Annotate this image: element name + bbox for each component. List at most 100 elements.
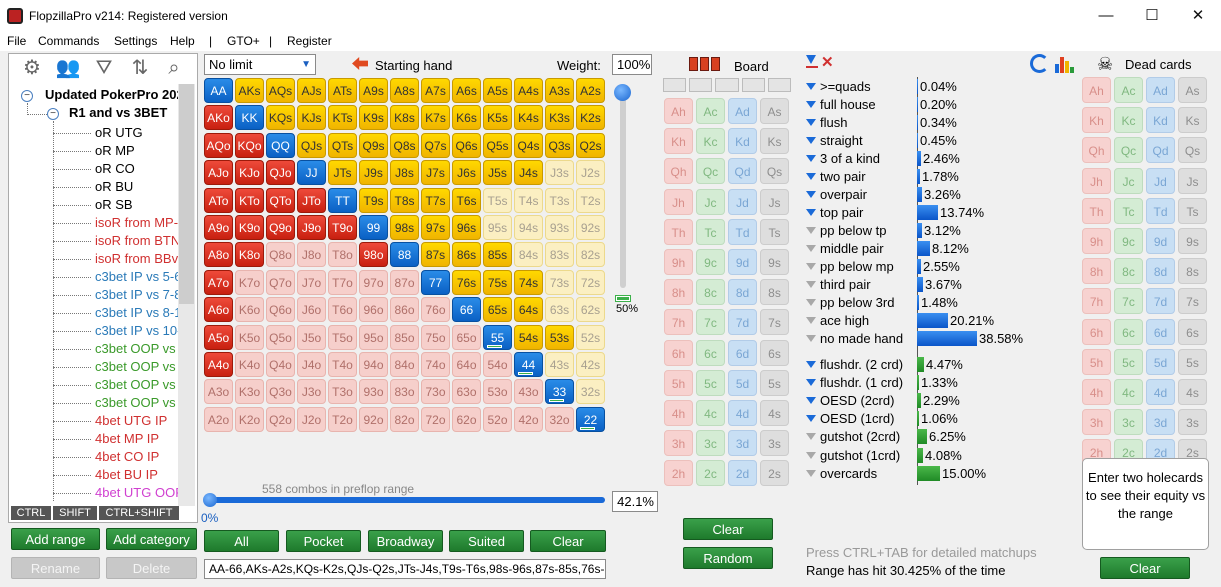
stat-row[interactable]: flushdr. (2 crd) — [806, 356, 903, 374]
tree-range-item[interactable]: c3bet IP vs 7-8% — [95, 287, 194, 302]
hand-cell[interactable]: AQs — [266, 78, 295, 103]
board-random-button[interactable]: Random — [683, 547, 773, 569]
stat-row[interactable]: straight — [806, 132, 863, 150]
hand-cell[interactable]: Q2o — [266, 407, 295, 432]
dead-card[interactable]: 5h — [1082, 349, 1111, 375]
hand-cell[interactable]: ATo — [204, 188, 233, 213]
filter-icon[interactable] — [806, 469, 816, 477]
hand-cell[interactable]: KJo — [235, 160, 264, 185]
board-card[interactable]: 7s — [760, 309, 789, 335]
hand-cell[interactable]: J3s — [545, 160, 574, 185]
dead-card[interactable]: Kh — [1082, 107, 1111, 133]
hand-cell[interactable]: 54s — [514, 325, 543, 350]
hand-cell[interactable]: 22 — [576, 407, 605, 432]
hand-cell[interactable]: QJo — [266, 160, 295, 185]
board-card[interactable]: 6s — [760, 340, 789, 366]
stat-row[interactable]: OESD (2crd) — [806, 392, 894, 410]
dead-card[interactable]: 8h — [1082, 258, 1111, 284]
board-card[interactable]: 6c — [696, 340, 725, 366]
stat-row[interactable]: 3 of a kind — [806, 150, 880, 168]
filter-icon[interactable] — [806, 83, 816, 91]
hand-cell[interactable]: T2o — [328, 407, 357, 432]
hand-cell[interactable]: K7s — [421, 105, 450, 130]
hand-cell[interactable]: Q7o — [266, 270, 295, 295]
hand-cell[interactable]: K7o — [235, 270, 264, 295]
filter-icon[interactable] — [806, 397, 816, 405]
hand-cell[interactable]: J9o — [297, 215, 326, 240]
filter-icon[interactable] — [806, 299, 816, 307]
hand-cell[interactable]: 97o — [359, 270, 388, 295]
board-card[interactable]: Ks — [760, 128, 789, 154]
hand-cell[interactable]: 87o — [390, 270, 419, 295]
hand-cell[interactable]: KJs — [297, 105, 326, 130]
menu-commands[interactable]: Commands — [38, 34, 100, 48]
hand-cell[interactable]: 83s — [545, 242, 574, 267]
hand-cell[interactable]: J2o — [297, 407, 326, 432]
hand-cell[interactable]: QQ — [266, 133, 295, 158]
minimize-button[interactable]: — — [1098, 7, 1114, 24]
hand-cell[interactable]: 63s — [545, 297, 574, 322]
hand-cell[interactable]: 93o — [359, 379, 388, 404]
close-button[interactable]: ✕ — [1191, 7, 1205, 24]
limit-select[interactable]: No limit ▼ — [204, 54, 316, 75]
dead-card[interactable]: 6d — [1146, 319, 1175, 345]
hand-cell[interactable]: 42o — [514, 407, 543, 432]
filter-icon[interactable] — [806, 137, 816, 145]
tree-range-item[interactable]: oR MP — [95, 143, 135, 158]
board-card[interactable]: 3s — [760, 430, 789, 456]
tree-range-item[interactable]: c3bet IP vs 10-15 — [95, 323, 195, 338]
hand-cell[interactable]: QTo — [266, 188, 295, 213]
stat-row[interactable]: pp below tp — [806, 222, 887, 240]
hand-cell[interactable]: T4o — [328, 352, 357, 377]
tree-range-item[interactable]: isoR from MP-CO — [95, 215, 195, 230]
filter-icon[interactable] — [806, 361, 816, 369]
board-card[interactable]: Th — [664, 219, 693, 245]
settings-gear-icon[interactable]: ⚙ — [23, 57, 41, 79]
hand-cell[interactable]: 54o — [483, 352, 512, 377]
hand-cell[interactable]: 43o — [514, 379, 543, 404]
suited-button[interactable]: Suited — [449, 530, 524, 552]
hand-cell[interactable]: K2o — [235, 407, 264, 432]
hand-cell[interactable]: 98o — [359, 242, 388, 267]
hand-cell[interactable]: 93s — [545, 215, 574, 240]
hand-cell[interactable]: AKs — [235, 78, 264, 103]
hand-cell[interactable]: AJo — [204, 160, 233, 185]
dead-card[interactable]: Qc — [1114, 137, 1143, 163]
stat-row[interactable]: overcards — [806, 465, 877, 483]
dead-card[interactable]: 6h — [1082, 319, 1111, 345]
hand-cell[interactable]: T9s — [359, 188, 388, 213]
hand-cell[interactable]: 84s — [514, 242, 543, 267]
board-card[interactable]: 5c — [696, 370, 725, 396]
board-card[interactable]: Qc — [696, 158, 725, 184]
hand-cell[interactable]: J3o — [297, 379, 326, 404]
clear-range-button[interactable]: Clear — [530, 530, 606, 552]
board-card[interactable]: 2d — [728, 460, 757, 486]
board-card[interactable]: Td — [728, 219, 757, 245]
board-card[interactable]: 6h — [664, 340, 693, 366]
board-card[interactable]: 8c — [696, 279, 725, 305]
hand-cell[interactable]: T5s — [483, 188, 512, 213]
board-card[interactable]: 9h — [664, 249, 693, 275]
hand-cell[interactable]: T5o — [328, 325, 357, 350]
hand-cell[interactable]: 95s — [483, 215, 512, 240]
hand-cell[interactable]: K9o — [235, 215, 264, 240]
dead-card[interactable]: 3s — [1178, 409, 1207, 435]
hand-cell[interactable]: 97s — [421, 215, 450, 240]
hand-cell[interactable]: 75o — [421, 325, 450, 350]
hand-cell[interactable]: 96o — [359, 297, 388, 322]
hand-cell[interactable]: KTs — [328, 105, 357, 130]
hand-cell[interactable]: AQo — [204, 133, 233, 158]
chart-icon[interactable] — [1055, 55, 1075, 73]
hand-cell[interactable]: T4s — [514, 188, 543, 213]
hand-cell[interactable]: 87s — [421, 242, 450, 267]
hand-cell[interactable]: 76s — [452, 270, 481, 295]
hand-cell[interactable]: 83o — [390, 379, 419, 404]
dead-card[interactable]: 7c — [1114, 288, 1143, 314]
dead-card[interactable]: Kc — [1114, 107, 1143, 133]
hand-cell[interactable]: A3s — [545, 78, 574, 103]
stat-row[interactable]: two pair — [806, 168, 866, 186]
hand-cell[interactable]: 52s — [576, 325, 605, 350]
dead-card[interactable]: Qs — [1178, 137, 1207, 163]
board-card[interactable]: 3d — [728, 430, 757, 456]
stat-row[interactable]: no made hand — [806, 330, 903, 348]
